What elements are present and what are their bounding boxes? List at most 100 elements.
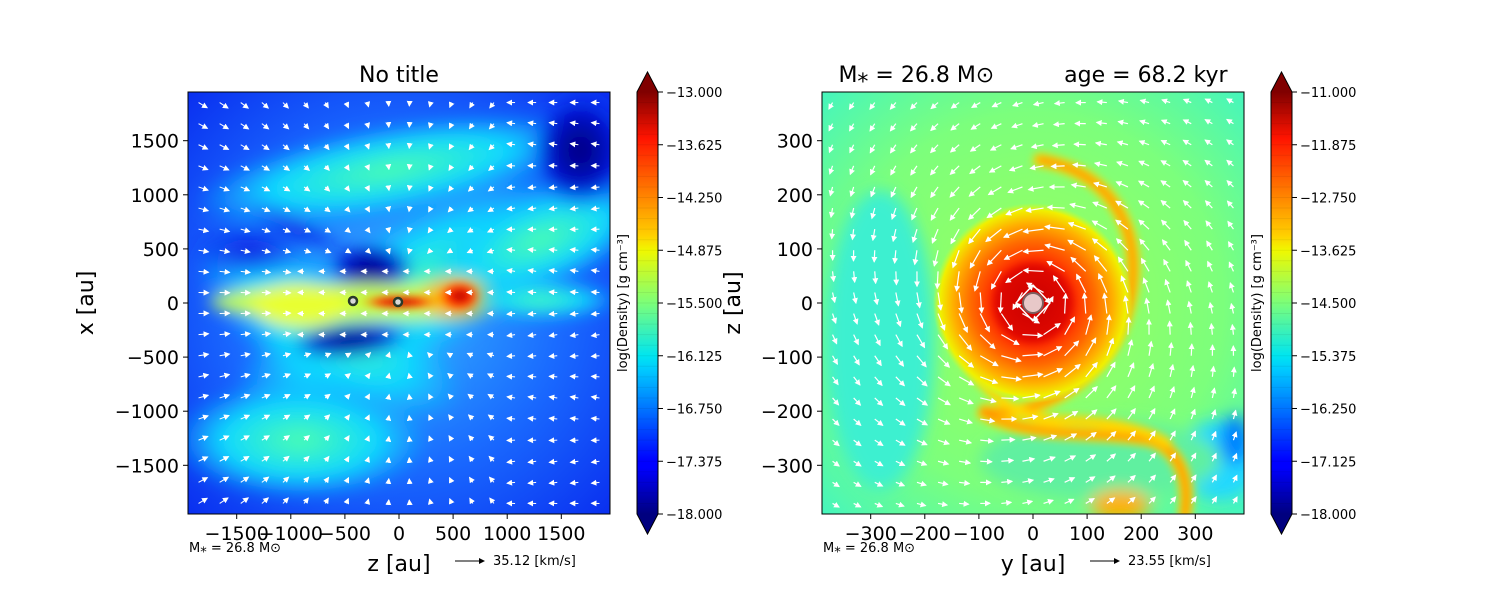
right-panel: M⁎ = 26.8 M⊙ age = 68.2 kyr [721,63,1245,577]
velocity-arrow [832,355,838,366]
velocity-arrow [1096,99,1107,106]
velocity-arrow [1032,100,1044,107]
velocity-arrow [1022,499,1034,506]
velocity-arrow [1064,498,1075,505]
velocity-arrow [344,352,352,359]
velocity-arrow [282,123,290,130]
velocity-arrow [1022,248,1044,255]
velocity-arrow [1210,409,1217,420]
velocity-arrow [323,164,330,172]
velocity-arrow [1015,284,1034,304]
velocity-arrow [240,497,250,504]
velocity-arrow [527,120,537,127]
velocity-arrow [548,310,558,317]
velocity-arrow [853,397,862,406]
x-tick-label: 300 [1177,523,1213,545]
velocity-arrow [1117,256,1129,272]
left-colorbar-label: log(Density) [g cm⁻³] [616,234,631,372]
velocity-arrow [1091,220,1108,230]
velocity-arrow [1169,452,1177,462]
velocity-arrow [1116,140,1129,147]
velocity-arrow [590,310,600,317]
velocity-arrow [1001,395,1020,402]
velocity-arrow [1189,386,1196,399]
x-tick-label: −100 [953,523,1005,545]
velocity-arrow [968,228,981,245]
velocity-arrow [1085,409,1098,420]
velocity-arrow [219,123,230,130]
velocity-arrow [548,332,558,339]
velocity-arrow [448,143,455,151]
velocity-arrow [849,186,856,197]
right-axes: −300 −200 −100 0 100 200 300−300−200−100010020… [761,131,1214,545]
velocity-arrow [937,501,949,508]
velocity-arrow [1148,452,1156,462]
velocity-arrow [958,418,974,425]
velocity-arrow [1001,375,1022,382]
velocity-arrow [959,500,970,507]
velocity-arrow [198,477,209,483]
velocity-arrow [527,373,537,380]
x-tick-label: −1000 [259,523,323,545]
velocity-arrow [1115,219,1129,230]
velocity-arrow [506,267,516,274]
right-footer-note: M⁎ = 26.8 M⊙ [823,541,915,556]
velocity-arrow [324,247,332,254]
left-title: No title [359,63,439,88]
velocity-arrow [467,206,474,213]
velocity-arrow [240,227,251,234]
velocity-arrow [219,497,229,504]
velocity-arrow [1025,207,1044,214]
velocity-arrow [428,456,434,463]
velocity-arrow [1169,474,1177,483]
velocity-arrow [486,247,495,254]
velocity-arrow [1183,219,1192,230]
left-x-axis-label: z [au] [367,552,430,577]
velocity-arrow [323,143,330,151]
velocity-arrow [874,418,884,426]
x-tick-label: 200 [1123,523,1159,545]
velocity-arrow [282,497,289,504]
velocity-arrow [261,352,272,358]
velocity-arrow [364,247,372,254]
left-velocity-key: 35.12 [km/s] [455,554,576,569]
velocity-arrow [1085,361,1098,378]
velocity-arrow [1186,280,1192,293]
velocity-arrow [466,227,474,233]
velocity-arrow [1085,431,1097,441]
velocity-arrow [1043,390,1061,399]
velocity-arrow [343,414,351,421]
velocity-arrow [851,292,858,305]
velocity-arrow [467,393,474,400]
velocity-arrow [828,102,834,110]
velocity-arrow [261,414,271,421]
velocity-arrow [1062,292,1069,314]
velocity-arrow [1064,455,1077,462]
velocity-arrow [240,435,250,441]
velocity-arrow [385,414,392,422]
velocity-arrow [527,415,537,422]
velocity-arrow [590,458,600,465]
velocity-arrow [1190,452,1197,462]
velocity-arrow [428,435,434,442]
velocity-arrow [1046,260,1065,272]
sink-particle [392,296,404,308]
velocity-arrow [910,165,918,176]
velocity-arrow [261,165,271,171]
velocity-arrow [832,481,840,488]
velocity-arrow [1046,204,1065,211]
velocity-arrow [1184,239,1192,251]
velocity-arrow [1022,228,1044,235]
velocity-arrow [303,352,312,359]
velocity-arrow [548,205,558,212]
colorbar-tick-label: −17.125 [1300,455,1356,470]
velocity-arrow [385,247,391,255]
velocity-arrow [1011,122,1023,129]
velocity-arrow [569,184,579,191]
velocity-arrow [569,415,579,422]
velocity-arrow [1139,98,1150,105]
x-tick-label: 1000 [483,523,531,545]
velocity-arrow [916,460,928,466]
velocity-arrow [1043,434,1058,441]
x-tick-label: 100 [1069,523,1105,545]
